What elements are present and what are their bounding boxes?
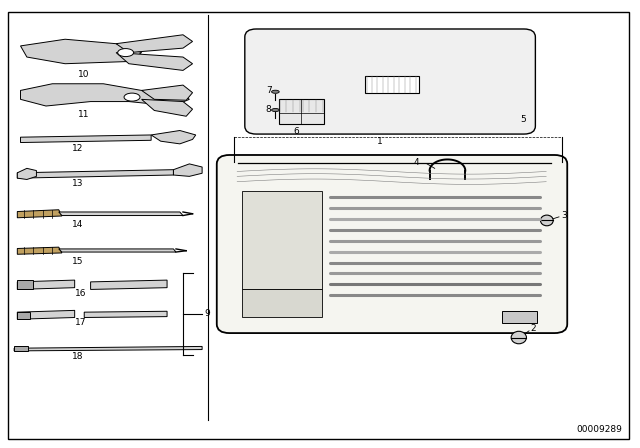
Ellipse shape (511, 332, 527, 344)
Bar (365, 76, 419, 93)
Polygon shape (20, 39, 141, 64)
Ellipse shape (271, 108, 279, 112)
Text: 1: 1 (378, 137, 383, 146)
Polygon shape (17, 170, 173, 178)
Text: 5: 5 (521, 115, 527, 124)
Text: 4: 4 (413, 158, 419, 167)
Text: 16: 16 (75, 289, 86, 297)
Polygon shape (17, 280, 75, 289)
Polygon shape (17, 168, 36, 180)
Text: 7: 7 (266, 86, 271, 95)
Polygon shape (14, 346, 202, 351)
Polygon shape (17, 210, 62, 218)
Text: 3: 3 (561, 211, 566, 220)
Text: 13: 13 (72, 180, 83, 189)
Polygon shape (141, 99, 193, 116)
Polygon shape (59, 249, 176, 252)
Text: 15: 15 (72, 257, 83, 267)
FancyBboxPatch shape (245, 29, 536, 134)
Polygon shape (84, 311, 167, 318)
Polygon shape (17, 247, 62, 254)
Polygon shape (116, 52, 193, 70)
Text: 8: 8 (266, 105, 271, 114)
Text: 2: 2 (531, 324, 536, 333)
Ellipse shape (118, 48, 134, 56)
Polygon shape (116, 35, 193, 52)
Polygon shape (91, 280, 167, 289)
Text: 9: 9 (204, 310, 210, 319)
Bar (243, 190, 322, 289)
Text: 12: 12 (72, 144, 83, 153)
Polygon shape (59, 212, 183, 215)
Bar (17, 280, 33, 289)
Text: 17: 17 (75, 319, 86, 327)
Polygon shape (141, 85, 193, 100)
Bar (14, 346, 28, 351)
Bar (243, 289, 322, 318)
Bar (278, 99, 324, 124)
Text: 00009289: 00009289 (577, 425, 623, 434)
Ellipse shape (124, 93, 140, 101)
Text: 11: 11 (78, 110, 90, 120)
Ellipse shape (540, 215, 553, 226)
Polygon shape (20, 84, 189, 106)
Bar (502, 311, 537, 323)
Text: 18: 18 (72, 352, 83, 361)
Text: 6: 6 (293, 127, 299, 136)
FancyBboxPatch shape (217, 155, 567, 333)
Polygon shape (173, 164, 202, 177)
Polygon shape (20, 135, 151, 142)
Ellipse shape (271, 90, 279, 93)
Polygon shape (17, 310, 75, 319)
Text: 10: 10 (78, 70, 90, 79)
Bar (17, 312, 30, 319)
Text: 14: 14 (72, 220, 83, 228)
Polygon shape (151, 130, 196, 144)
